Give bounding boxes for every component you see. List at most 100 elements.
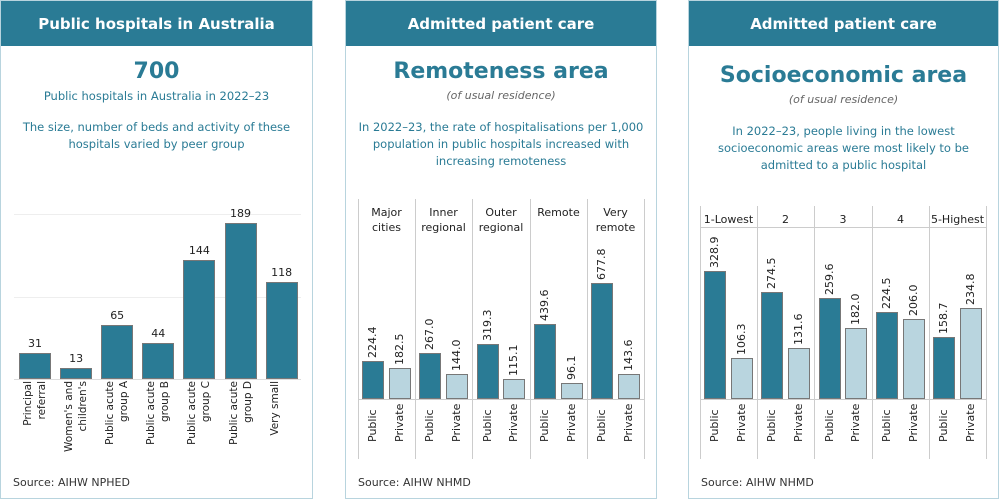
x-axis [700,399,986,400]
data-label: 13 [69,352,84,366]
panel-socioeconomic: Admitted patient care Socioeconomic area… [688,0,999,499]
x-tick-label: Private [392,403,406,442]
panel-header: Admitted patient care [346,1,656,46]
group-divider [530,199,531,459]
panel-header: Admitted patient care [689,1,998,46]
x-tick-label: Very small [268,381,281,436]
hospital-count-label: Public hospitals in Australia in 2022–23 [43,89,270,103]
data-label: 267.0 [423,318,437,351]
data-label: 206.0 [906,284,920,316]
data-label: 319.3 [480,309,494,342]
x-tick-label: Private [734,403,748,442]
data-label: 182.0 [849,293,863,326]
bar-private [503,379,526,399]
x-tick-label: Public [423,409,437,442]
data-label: 439.6 [538,289,552,321]
data-label: 65 [110,309,125,323]
group-header: Major cities [371,206,402,234]
bar [224,223,257,379]
group-divider [872,206,873,459]
x-tick-label: Private [849,403,863,442]
bar [265,281,298,379]
x-tick-label: Private [791,403,805,442]
bar-public [362,360,385,399]
group-header: Remote [537,206,580,219]
data-label: 144.0 [449,339,463,372]
x-tick-label: Public [822,409,836,442]
panel-description: In 2022–23, people living in the lowest … [717,124,970,172]
data-label: 328.9 [708,236,722,269]
bar-private [902,318,925,399]
bar-public [476,344,499,399]
panel-title: Remoteness area [393,59,609,84]
bar-public [761,292,784,399]
group-header: 4 [897,213,904,226]
x-tick-label: Public [937,409,951,442]
x-tick-label: Principal referral [22,381,48,426]
group-divider [929,206,930,459]
bar-private [730,357,753,399]
data-label: 189 [230,207,251,221]
gridline [14,214,301,215]
group-divider [472,199,473,459]
x-tick-label: Public acute group C [186,381,213,445]
group-divider [986,206,987,459]
data-label: 182.5 [392,333,406,365]
group-divider [587,199,588,459]
group-divider [415,199,416,459]
bar-private [388,367,411,399]
group-header: 2 [782,213,789,226]
group-divider [757,206,758,459]
data-label: 274.5 [765,257,779,290]
bar-public [876,311,899,399]
x-tick-label: Public [366,409,380,442]
header-divider [700,227,986,228]
source-note: Source: AIHW NPHED [13,476,130,489]
panel-title: Socioeconomic area [719,63,968,88]
gridline [14,296,301,298]
data-label: 224.4 [366,326,380,358]
group-header: Inner regional [421,206,466,234]
bar-public [591,283,614,399]
bar [101,325,134,379]
bar-private [617,374,640,399]
x-tick-label: Women's and children's [63,381,90,452]
bar-private [959,307,982,399]
data-label: 259.6 [822,263,836,296]
x-tick-label: Private [564,403,578,442]
group-divider [358,199,359,459]
data-label: 131.6 [791,313,805,345]
panel-subtitle: (of usual residence) [446,89,556,102]
bar [60,368,93,379]
panel-public-hospitals: Public hospitals in Australia 700 Public… [0,0,313,499]
bar-private [845,328,868,399]
bar-public [534,323,557,399]
data-label: 44 [151,326,166,340]
hospital-count: 700 [133,59,180,84]
group-divider [644,199,645,459]
panel-description: The size, number of beds and activity of… [22,120,291,151]
x-tick-label: Private [906,403,920,442]
bar-private [787,347,810,399]
x-tick-label: Public [708,409,722,442]
x-tick-label: Public [480,409,494,442]
x-axis [358,399,644,400]
data-label: 234.8 [963,273,977,305]
bar-public [933,337,956,399]
x-tick-label: Private [963,403,977,442]
data-label: 143.6 [621,339,635,372]
bar [183,260,216,379]
data-label: 144 [188,244,210,258]
panel-header: Public hospitals in Australia [1,1,312,46]
bar-public [419,353,442,399]
bar-public [704,271,727,399]
group-header: 5-Highest [930,213,985,226]
data-label: 31 [28,337,42,351]
data-label: 158.7 [937,302,951,335]
bar-private [560,382,583,399]
bar-public [818,298,841,399]
data-label: 118 [271,265,293,279]
x-tick-label: Public [880,409,894,442]
group-divider [814,206,815,459]
panel-remoteness: Admitted patient care Remoteness area (o… [345,0,657,499]
